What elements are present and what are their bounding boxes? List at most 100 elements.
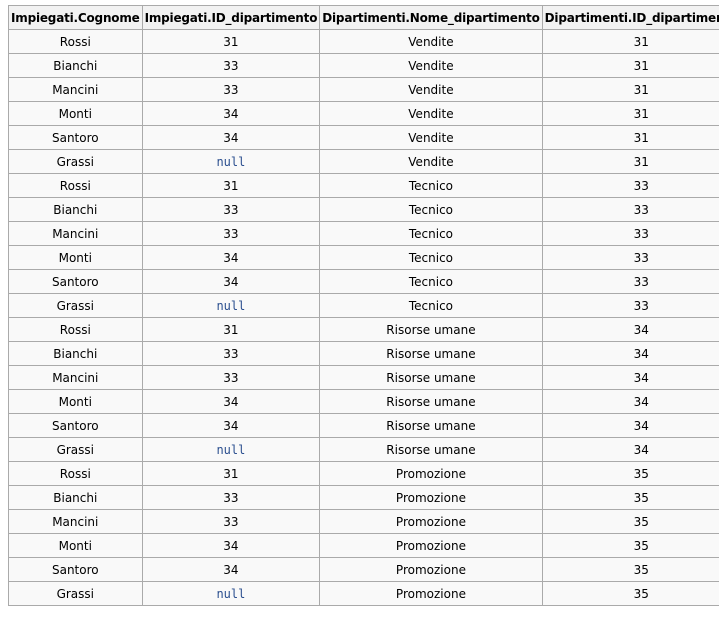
cell-cognome: Grassi [8,293,143,318]
cell-impiegati-id-dipartimento: 31 [141,461,321,486]
table-row: Rossi 31 Risorse umane 34 [8,317,719,342]
cell-nome-dipartimento: Tecnico [319,173,543,198]
cell-cognome: Rossi [8,173,143,198]
cell-dipartimenti-id-dipartimento: 35 [541,581,719,606]
cell-impiegati-id-dipartimento: 33 [141,77,321,102]
cell-dipartimenti-id-dipartimento: 34 [541,389,719,414]
cell-impiegati-id-dipartimento: 33 [141,341,321,366]
cell-impiegati-id-dipartimento: 34 [141,125,321,150]
table-row: Grassi null Risorse umane 34 [8,437,719,462]
cell-cognome: Mancini [8,77,143,102]
column-header-dipartimenti-nome-dipartimento: Dipartimenti.Nome_dipartimento [319,5,543,30]
cell-cognome: Grassi [8,581,143,606]
table-row: Monti 34 Tecnico 33 [8,245,719,270]
table-row: Monti 34 Vendite 31 [8,101,719,126]
cell-dipartimenti-id-dipartimento: 31 [541,149,719,174]
cell-impiegati-id-dipartimento: 31 [141,317,321,342]
cell-nome-dipartimento: Vendite [319,101,543,126]
cell-cognome: Monti [8,389,143,414]
cell-dipartimenti-id-dipartimento: 33 [541,269,719,294]
cell-dipartimenti-id-dipartimento: 34 [541,437,719,462]
cell-dipartimenti-id-dipartimento: 31 [541,53,719,78]
cell-nome-dipartimento: Promozione [319,461,543,486]
cell-dipartimenti-id-dipartimento: 31 [541,29,719,54]
table-row: Rossi 31 Promozione 35 [8,461,719,486]
cell-nome-dipartimento: Vendite [319,29,543,54]
cell-cognome: Bianchi [8,197,143,222]
cell-cognome: Rossi [8,317,143,342]
cell-dipartimenti-id-dipartimento: 33 [541,221,719,246]
cell-impiegati-id-dipartimento: 33 [141,485,321,510]
table-body: Rossi 31 Vendite 31 Bianchi 33 Vendite 31 Mancin… [8,29,719,606]
table-row: Monti 34 Promozione 35 [8,533,719,558]
cell-impiegati-id-dipartimento: 31 [141,29,321,54]
cell-cognome: Bianchi [8,341,143,366]
cell-nome-dipartimento: Risorse umane [319,365,543,390]
cell-impiegati-id-dipartimento: null [141,149,321,174]
table-row: Santoro 34 Risorse umane 34 [8,413,719,438]
table-row: Bianchi 33 Promozione 35 [8,485,719,510]
cell-dipartimenti-id-dipartimento: 33 [541,245,719,270]
table-row: Rossi 31 Vendite 31 [8,29,719,54]
cell-impiegati-id-dipartimento: 34 [141,413,321,438]
cell-cognome: Mancini [8,509,143,534]
cell-impiegati-id-dipartimento: 31 [141,173,321,198]
cell-dipartimenti-id-dipartimento: 35 [541,533,719,558]
table-row: Grassi null Vendite 31 [8,149,719,174]
cell-impiegati-id-dipartimento: 33 [141,365,321,390]
cell-nome-dipartimento: Tecnico [319,245,543,270]
cell-impiegati-id-dipartimento: 33 [141,197,321,222]
cell-nome-dipartimento: Promozione [319,509,543,534]
cell-cognome: Grassi [8,437,143,462]
column-header-impiegati-id-dipartimento: Impiegati.ID_dipartimento [141,5,321,30]
cell-dipartimenti-id-dipartimento: 34 [541,317,719,342]
cell-dipartimenti-id-dipartimento: 35 [541,485,719,510]
cell-cognome: Grassi [8,149,143,174]
cell-nome-dipartimento: Vendite [319,77,543,102]
table-row: Rossi 31 Tecnico 33 [8,173,719,198]
cell-impiegati-id-dipartimento: 34 [141,245,321,270]
cell-impiegati-id-dipartimento: 33 [141,53,321,78]
table-row: Mancini 33 Vendite 31 [8,77,719,102]
cell-nome-dipartimento: Tecnico [319,197,543,222]
cell-nome-dipartimento: Vendite [319,149,543,174]
cell-nome-dipartimento: Risorse umane [319,317,543,342]
cell-dipartimenti-id-dipartimento: 34 [541,413,719,438]
table-row: Mancini 33 Risorse umane 34 [8,365,719,390]
cell-dipartimenti-id-dipartimento: 35 [541,557,719,582]
table-row: Bianchi 33 Risorse umane 34 [8,341,719,366]
cell-nome-dipartimento: Vendite [319,125,543,150]
cell-impiegati-id-dipartimento: 34 [141,557,321,582]
table-row: Bianchi 33 Vendite 31 [8,53,719,78]
cell-nome-dipartimento: Risorse umane [319,341,543,366]
cell-dipartimenti-id-dipartimento: 35 [541,509,719,534]
cell-cognome: Monti [8,101,143,126]
cell-cognome: Monti [8,533,143,558]
table-row: Grassi null Tecnico 33 [8,293,719,318]
cell-nome-dipartimento: Tecnico [319,269,543,294]
cell-impiegati-id-dipartimento: null [141,437,321,462]
cell-nome-dipartimento: Risorse umane [319,413,543,438]
cell-dipartimenti-id-dipartimento: 33 [541,293,719,318]
cell-nome-dipartimento: Vendite [319,53,543,78]
cell-cognome: Santoro [8,125,143,150]
column-header-impiegati-cognome: Impiegati.Cognome [8,5,143,30]
cell-nome-dipartimento: Promozione [319,533,543,558]
table-row: Santoro 34 Tecnico 33 [8,269,719,294]
cell-nome-dipartimento: Risorse umane [319,389,543,414]
cell-cognome: Monti [8,245,143,270]
header-row: Impiegati.Cognome Impiegati.ID_dipartime… [8,5,719,30]
cell-nome-dipartimento: Promozione [319,485,543,510]
table-row: Santoro 34 Promozione 35 [8,557,719,582]
cell-cognome: Santoro [8,269,143,294]
cell-cognome: Rossi [8,29,143,54]
table-row: Mancini 33 Tecnico 33 [8,221,719,246]
column-header-dipartimenti-id-dipartimento: Dipartimenti.ID_dipartimento [541,5,719,30]
table-row: Bianchi 33 Tecnico 33 [8,197,719,222]
cell-dipartimenti-id-dipartimento: 33 [541,173,719,198]
cell-dipartimenti-id-dipartimento: 31 [541,125,719,150]
table-container: Impiegati.Cognome Impiegati.ID_dipartime… [8,5,719,606]
cell-impiegati-id-dipartimento: 33 [141,221,321,246]
table-row: Monti 34 Risorse umane 34 [8,389,719,414]
cell-cognome: Mancini [8,221,143,246]
